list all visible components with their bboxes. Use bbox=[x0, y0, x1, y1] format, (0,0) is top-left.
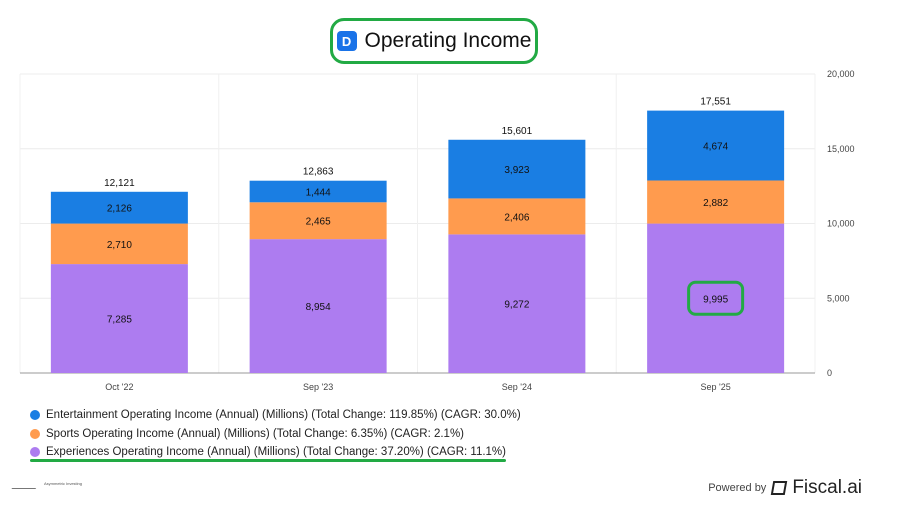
y-tick-label: 20,000 bbox=[827, 69, 855, 79]
chart-title: Operating Income bbox=[364, 29, 532, 52]
bar-segment bbox=[647, 223, 785, 373]
bar-value-label: 3,923 bbox=[504, 165, 529, 176]
x-tick-label: Sep '23 bbox=[303, 382, 333, 392]
bar-value-label: 9,995 bbox=[703, 294, 728, 305]
title-highlight: D Operating Income bbox=[330, 18, 538, 64]
bar-total-label: 12,121 bbox=[104, 178, 135, 189]
value-highlight-box bbox=[687, 280, 745, 316]
bar-segment bbox=[50, 191, 188, 224]
bar-segment bbox=[50, 223, 188, 265]
legend-label: Entertainment Operating Income (Annual) … bbox=[46, 409, 521, 421]
bar-segment bbox=[249, 202, 387, 240]
legend-item-entertainment[interactable]: Entertainment Operating Income (Annual) … bbox=[30, 409, 521, 421]
x-tick-label: Sep '25 bbox=[701, 382, 731, 392]
legend-label: Experiences Operating Income (Annual) (M… bbox=[46, 446, 506, 458]
y-tick-label: 10,000 bbox=[827, 219, 855, 229]
y-tick-label: 5,000 bbox=[827, 293, 850, 303]
x-tick-label: Oct '22 bbox=[105, 382, 133, 392]
bar-value-label: 2,882 bbox=[703, 198, 728, 209]
bar-total-label: 17,551 bbox=[700, 97, 731, 108]
bar-total-label: 15,601 bbox=[502, 126, 533, 137]
bar-value-label: 2,710 bbox=[107, 240, 132, 251]
bar-value-label: 1,444 bbox=[306, 187, 331, 198]
bar-segment bbox=[50, 264, 188, 373]
legend-dot bbox=[30, 410, 40, 420]
powered-by-text: Powered by bbox=[708, 482, 767, 494]
bar-segment bbox=[448, 234, 586, 373]
bar-value-label: 2,465 bbox=[306, 217, 331, 228]
bar-value-label: 9,272 bbox=[504, 300, 529, 311]
bar-value-label: 7,285 bbox=[107, 315, 132, 326]
brand-name: Fiscal.ai bbox=[792, 477, 862, 498]
bar-value-label: 8,954 bbox=[306, 302, 331, 313]
legend-label: Sports Operating Income (Annual) (Millio… bbox=[46, 428, 465, 440]
watermark: Asymmetric Investing bbox=[11, 478, 83, 489]
stacked-bar-chart: 0 5,000 10,000 15,000 20,000 7,285 2,710 2,126 1… bbox=[19, 69, 855, 392]
bar-total-label: 12,863 bbox=[303, 167, 334, 178]
bar-value-label: 2,126 bbox=[107, 204, 132, 215]
highlight-underline bbox=[30, 459, 506, 462]
watermark-logo-icon bbox=[11, 478, 45, 489]
disney-logo-icon: D bbox=[336, 31, 357, 51]
bar-segment bbox=[647, 180, 785, 224]
bar-segment bbox=[448, 198, 586, 235]
bar-segment bbox=[249, 239, 387, 373]
watermark-text: Asymmetric Investing bbox=[44, 481, 83, 486]
bar-value-label: 2,406 bbox=[504, 212, 529, 223]
bar-segment bbox=[448, 139, 586, 199]
fiscal-logo-icon bbox=[771, 481, 788, 495]
legend-item-sports[interactable]: Sports Operating Income (Annual) (Millio… bbox=[30, 428, 464, 440]
y-tick-label: 15,000 bbox=[827, 144, 855, 154]
x-tick-label: Sep '24 bbox=[502, 382, 532, 392]
legend-item-experiences[interactable]: Experiences Operating Income (Annual) (M… bbox=[30, 446, 506, 458]
y-tick-label: 0 bbox=[827, 368, 832, 378]
bar-segment bbox=[249, 180, 387, 203]
powered-by[interactable]: Powered by Fiscal.ai bbox=[708, 477, 862, 499]
bar-value-label: 4,674 bbox=[703, 142, 728, 153]
legend-dot bbox=[30, 447, 40, 457]
bar-segment bbox=[647, 110, 785, 181]
legend-dot bbox=[30, 429, 40, 439]
